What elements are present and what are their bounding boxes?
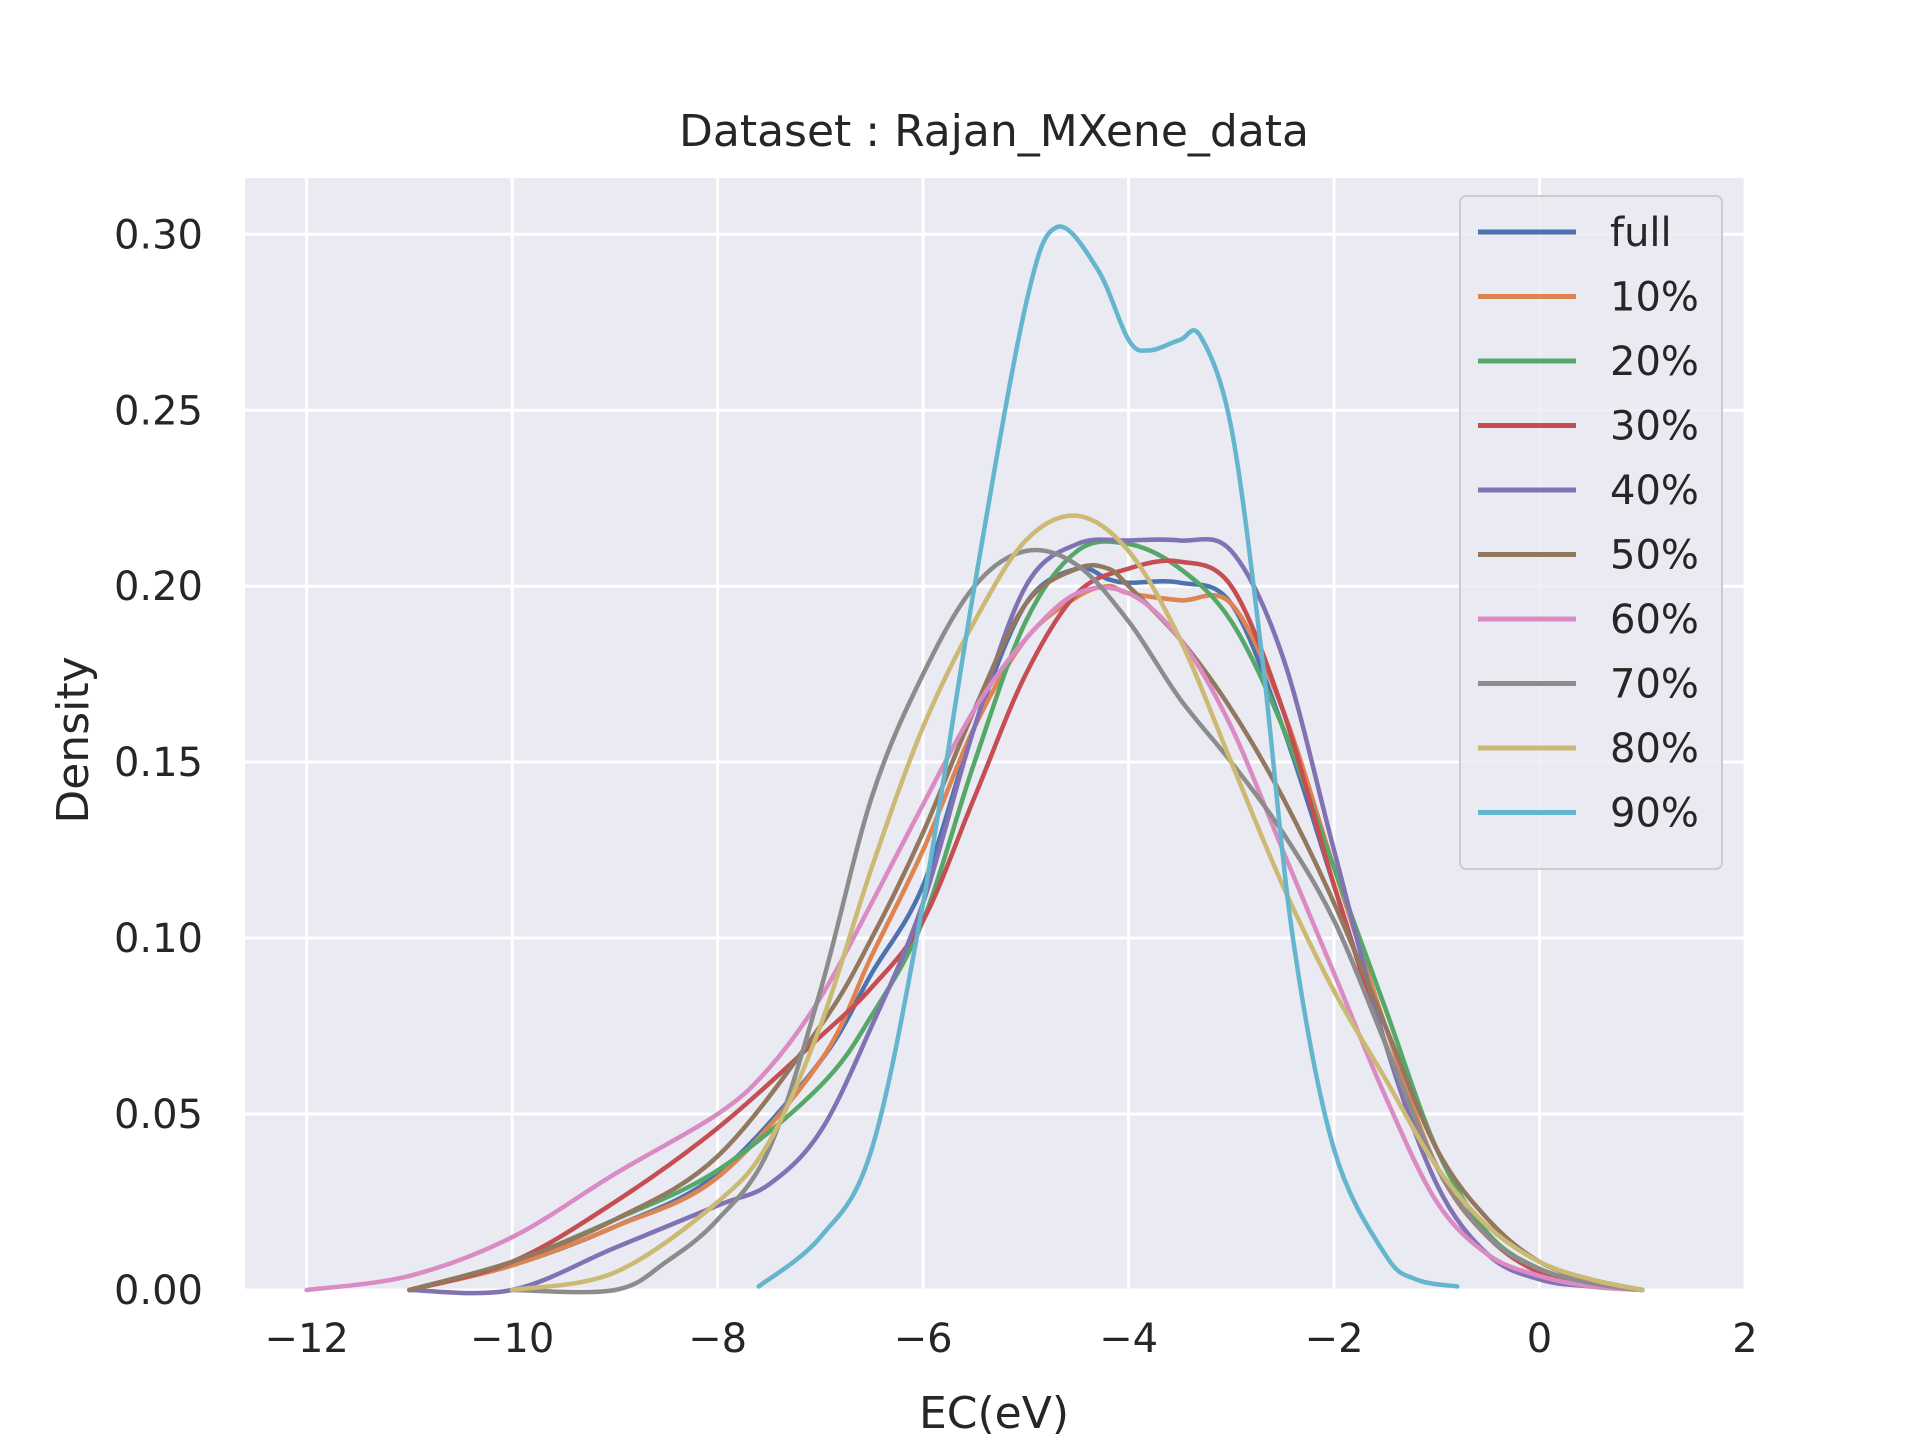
x-tick-label: −6 <box>894 1316 953 1362</box>
series-line-60pct <box>304 585 1645 1293</box>
legend-label: full <box>1610 210 1672 256</box>
series-lines <box>304 224 1645 1296</box>
y-tick-label: 0.30 <box>114 212 203 258</box>
legend-label: 30% <box>1610 404 1699 450</box>
series-line-40pct <box>407 536 1645 1296</box>
series-line-90pct <box>756 224 1460 1289</box>
legend: full 10% 20% 30% 40% 50% 60% 70% 80% 90% <box>1459 195 1723 870</box>
legend-label: 40% <box>1610 468 1699 514</box>
y-axis-ticks: 0.00 0.05 0.10 0.15 0.20 0.25 0.30 <box>114 212 203 1314</box>
legend-items: full 10% 20% 30% 40% 50% 60% 70% 80% 90% <box>1478 210 1699 837</box>
x-axis-ticks: −12 −10 −8 −6 −4 −2 0 2 <box>264 1316 1757 1362</box>
legend-label: 80% <box>1610 726 1699 772</box>
y-tick-label: 0.10 <box>114 916 203 962</box>
y-tick-label: 0.20 <box>114 564 203 610</box>
series-line-50pct <box>407 562 1645 1293</box>
y-tick-label: 0.00 <box>114 1268 203 1314</box>
y-tick-label: 0.15 <box>114 740 203 786</box>
grid <box>245 178 1747 1292</box>
y-tick-label: 0.05 <box>114 1092 203 1138</box>
legend-label: 20% <box>1610 339 1699 385</box>
y-axis-label: Density <box>48 656 99 823</box>
y-tick-label: 0.25 <box>114 388 203 434</box>
x-tick-label: −10 <box>470 1316 554 1362</box>
x-tick-label: 0 <box>1527 1316 1552 1362</box>
legend-label: 10% <box>1610 275 1699 321</box>
legend-label: 60% <box>1610 597 1699 643</box>
legend-label: 50% <box>1610 533 1699 579</box>
x-tick-label: −2 <box>1305 1316 1364 1362</box>
x-tick-label: −12 <box>264 1316 348 1362</box>
x-tick-label: 2 <box>1732 1316 1757 1362</box>
legend-label: 70% <box>1610 662 1699 708</box>
series-line-80pct <box>509 513 1645 1293</box>
legend-box <box>1459 195 1723 870</box>
x-axis-label: EC(eV) <box>919 1388 1069 1439</box>
x-tick-label: −4 <box>1099 1316 1158 1362</box>
chart-title: Dataset : Rajan_MXene_data <box>679 106 1309 157</box>
legend-label: 90% <box>1610 791 1699 837</box>
x-tick-label: −8 <box>688 1316 747 1362</box>
